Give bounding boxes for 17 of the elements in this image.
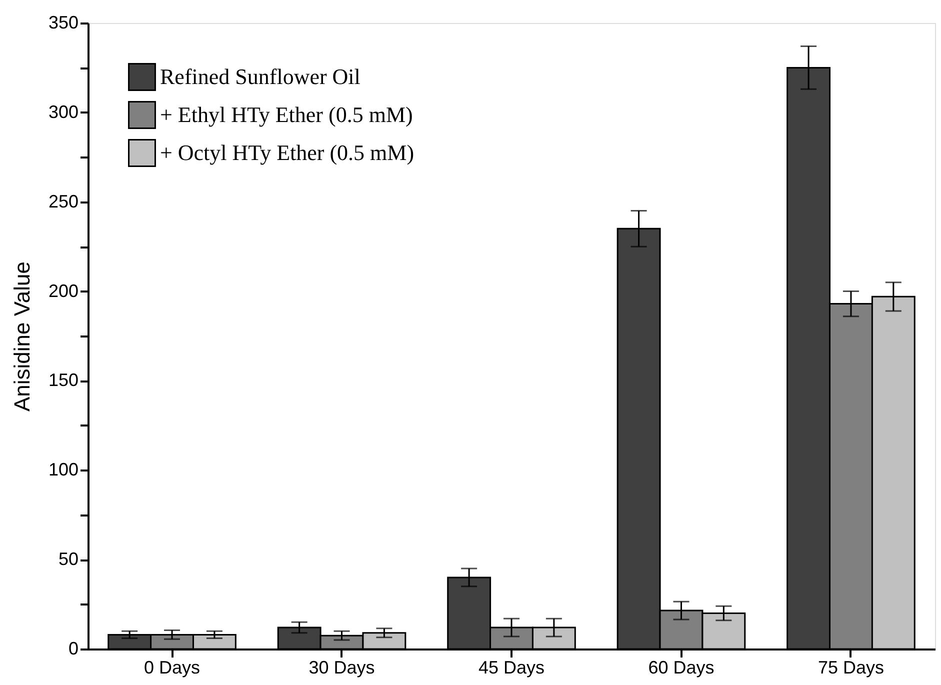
y-tick-label: 50 [58, 549, 78, 570]
y-tick-label: 250 [48, 191, 78, 212]
y-tick-label: 350 [48, 12, 78, 32]
x-tick-label: 0 Days [144, 658, 200, 678]
x-tick-label: 75 Days [818, 658, 884, 678]
y-tick-label: 0 [68, 638, 78, 658]
x-tick-label: 60 Days [648, 658, 714, 678]
y-tick-label: 150 [48, 370, 78, 390]
y-tick-label: 100 [48, 460, 78, 480]
legend-label: + Octyl HTy Ether (0.5 mM) [160, 140, 414, 165]
x-tick-label: 45 Days [478, 658, 545, 678]
y-axis-title: Anisidine Value [9, 261, 34, 412]
y-tick-label: 300 [48, 102, 78, 122]
legend-label: Refined Sunflower Oil [160, 64, 360, 89]
y-tick-label: 200 [48, 280, 78, 301]
legend-label: + Ethyl HTy Ether (0.5 mM) [160, 102, 413, 127]
x-tick-label: 30 Days [308, 658, 375, 678]
